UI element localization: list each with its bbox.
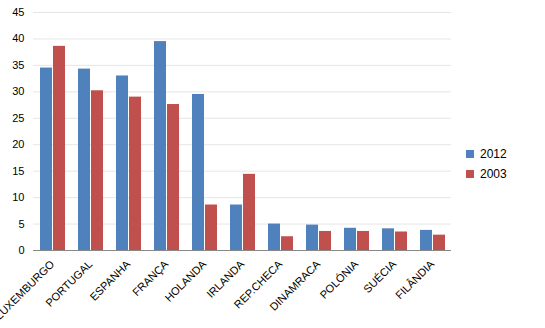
svg-text:45: 45 (12, 6, 24, 18)
svg-text:25: 25 (12, 112, 24, 124)
svg-text:5: 5 (18, 218, 24, 230)
svg-text:40: 40 (12, 32, 24, 44)
html-text:2012: 2012 (480, 147, 507, 161)
svg-text:FILÂNDIA: FILÂNDIA (393, 257, 437, 301)
svg-text:30: 30 (12, 85, 24, 97)
svg-text:POLÓNIA: POLÓNIA (317, 257, 361, 301)
svg-text:PORTUGAL: PORTUGAL (43, 258, 94, 309)
svg-text:HOLANDA: HOLANDA (162, 257, 209, 304)
svg-text:REP.CHECA: REP.CHECA (231, 257, 285, 311)
svg-text:FRANÇA: FRANÇA (129, 257, 171, 299)
svg-text:10: 10 (12, 191, 24, 203)
svg-text:SUÉCIA: SUÉCIA (361, 257, 399, 295)
svg-text:0: 0 (18, 244, 24, 256)
svg-text:35: 35 (12, 59, 24, 71)
svg-text:20: 20 (12, 138, 24, 150)
html-text:2003: 2003 (480, 167, 507, 181)
svg-text:ESPANHA: ESPANHA (87, 257, 133, 303)
svg-text:LUXEMBURGO: LUXEMBURGO (0, 257, 57, 321)
svg-text:DINAMRACA: DINAMRACA (267, 257, 323, 313)
svg-text:15: 15 (12, 165, 24, 177)
svg-text:IRLANDA: IRLANDA (204, 257, 247, 300)
